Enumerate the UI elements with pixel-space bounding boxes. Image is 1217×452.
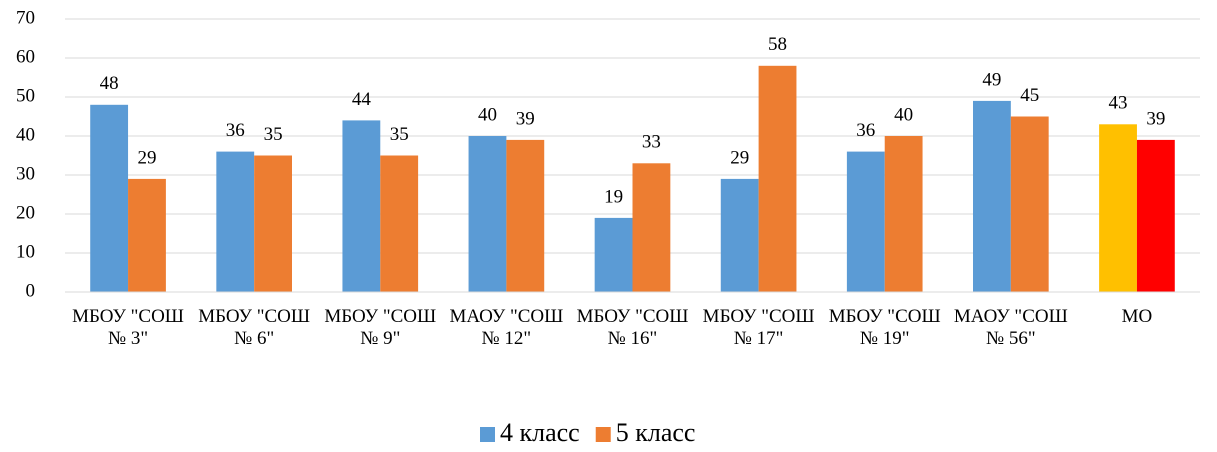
bar: [720, 178, 759, 292]
bar: [380, 155, 419, 292]
data-label: 39: [1146, 108, 1165, 129]
data-label: 40: [894, 104, 913, 125]
y-tick-label: 70: [16, 7, 35, 28]
data-label: 36: [226, 120, 245, 141]
y-tick-label: 30: [16, 163, 35, 184]
bar: [128, 178, 166, 292]
y-tick-label: 0: [26, 280, 36, 301]
bar: [506, 139, 545, 292]
data-label: 29: [137, 147, 156, 168]
bar: [216, 151, 255, 292]
data-label: 36: [856, 120, 875, 141]
bar: [973, 100, 1011, 293]
bar: [1010, 116, 1049, 292]
data-label: 43: [1109, 93, 1128, 114]
x-tick-label: МБОУ "СОШ № 6": [198, 306, 311, 349]
data-label: 35: [264, 124, 283, 145]
legend-swatch: [595, 427, 611, 442]
data-label: 35: [390, 124, 409, 145]
data-label: 44: [352, 89, 372, 110]
data-label: 40: [478, 104, 497, 125]
bar: [884, 136, 923, 292]
x-tick-label: МО: [1121, 306, 1153, 327]
x-tick-label: МБОУ "СОШ № 16": [576, 306, 689, 349]
legend-label: 5 класс: [616, 418, 696, 447]
data-label: 48: [100, 73, 119, 94]
y-tick-label: 50: [16, 85, 35, 106]
data-label: 58: [768, 34, 787, 55]
x-tick-label: МАОУ "СОШ № 12": [449, 306, 564, 349]
legend-label: 4 класс: [500, 418, 580, 447]
x-tick-label: МБОУ "СОШ № 19": [828, 306, 941, 349]
x-tick-label: МАОУ "СОШ № 56": [953, 306, 1068, 349]
y-tick-label: 20: [16, 202, 35, 223]
legend-swatch: [480, 427, 495, 442]
bar: [758, 65, 797, 292]
data-label: 33: [642, 132, 661, 153]
y-tick-label: 10: [16, 241, 35, 262]
bar: [254, 155, 292, 292]
bar: [468, 136, 507, 292]
x-tick-label: МБОУ "СОШ № 3": [72, 306, 184, 349]
y-tick-label: 60: [16, 46, 35, 67]
y-tick-label: 40: [16, 124, 35, 145]
bar: [846, 151, 885, 292]
data-label: 29: [730, 147, 749, 168]
bar: [632, 163, 671, 292]
bar: [342, 120, 381, 293]
data-label: 49: [982, 69, 1001, 90]
data-label: 45: [1020, 85, 1039, 106]
bar: [1136, 139, 1175, 292]
data-label: 39: [516, 108, 535, 129]
x-tick-label: МБОУ "СОШ № 17": [702, 306, 815, 349]
bar: [594, 217, 633, 292]
x-tick-label: МБОУ "СОШ № 9": [324, 306, 437, 349]
bar: [1099, 124, 1137, 292]
bar: [90, 104, 129, 292]
data-label: 19: [604, 186, 623, 207]
